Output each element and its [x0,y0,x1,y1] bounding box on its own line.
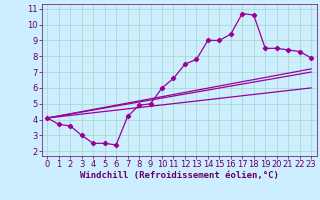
X-axis label: Windchill (Refroidissement éolien,°C): Windchill (Refroidissement éolien,°C) [80,171,279,180]
